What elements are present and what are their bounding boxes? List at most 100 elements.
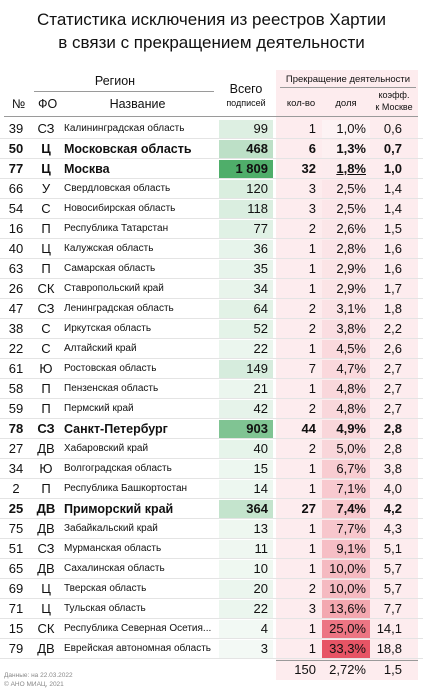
- row-coef: 2,8: [383, 421, 402, 436]
- row-share: 3,1%: [336, 301, 366, 316]
- row-fo: ДВ: [37, 561, 55, 576]
- row-number: 2: [12, 481, 20, 496]
- row-coef: 0,6: [383, 121, 402, 136]
- table-row: 79 ДВ Еврейская автономная область 3 1 33,3% 1…: [0, 639, 423, 659]
- total-heat-mark: [219, 480, 273, 498]
- row-number: 59: [8, 401, 24, 416]
- row-coef: 18,8: [376, 641, 402, 656]
- row-region-name: Алтайский край: [64, 343, 137, 354]
- table-row: 38 С Иркутская область 52 2 3,8% 2,2: [0, 319, 423, 339]
- row-number: 65: [8, 561, 24, 576]
- row-fo: СЗ: [37, 421, 55, 436]
- total-heat-mark: [219, 560, 273, 578]
- share-heat-mark: [322, 200, 370, 218]
- row-separator: [0, 258, 423, 259]
- row-separator: [0, 498, 423, 499]
- table-row: 2 П Республика Башкортостан 14 1 7,1% 4,0: [0, 479, 423, 499]
- title-line-2: в связи с прекращением деятельности: [58, 33, 365, 52]
- row-share: 1,0%: [336, 121, 366, 136]
- row-region-name: Москва: [64, 162, 110, 176]
- header-region-rule: [34, 91, 214, 92]
- total-heat-mark: [219, 440, 273, 458]
- total-heat-mark: [219, 600, 273, 618]
- table-row: 78 СЗ Санкт-Петербург 903 44 4,9% 2,8: [0, 419, 423, 439]
- share-heat-mark: [322, 140, 370, 158]
- row-total: 1 809: [235, 161, 268, 176]
- table-row: 69 Ц Тверская область 20 2 10,0% 5,7: [0, 579, 423, 599]
- table-row: 47 СЗ Ленинградская область 64 2 3,1% 1,8: [0, 299, 423, 319]
- row-fo: СЗ: [37, 121, 55, 136]
- row-separator: [0, 358, 423, 359]
- row-share: 2,5%: [336, 201, 366, 216]
- share-heat-mark: [322, 620, 370, 638]
- row-fo: СЗ: [37, 301, 55, 316]
- table-row: 27 ДВ Хабаровский край 40 2 5,0% 2,8: [0, 439, 423, 459]
- row-coef: 1,7: [383, 281, 402, 296]
- row-fo: П: [41, 261, 51, 276]
- total-heat-mark: [219, 340, 273, 358]
- total-heat-mark: [219, 240, 273, 258]
- row-share: 13,6%: [329, 601, 366, 616]
- row-share: 4,7%: [336, 361, 366, 376]
- row-separator: [0, 378, 423, 379]
- row-fo: Ц: [41, 601, 51, 616]
- row-share: 2,8%: [336, 241, 366, 256]
- row-separator: [0, 418, 423, 419]
- row-count: 3: [308, 601, 316, 616]
- total-heat-mark: [219, 620, 273, 638]
- row-number: 26: [8, 281, 24, 296]
- row-coef: 4,0: [383, 481, 402, 496]
- row-separator: [0, 438, 423, 439]
- row-fo: С: [41, 341, 51, 356]
- row-separator: [0, 638, 423, 639]
- row-region-name: Волгоградская область: [64, 463, 172, 474]
- share-heat-mark: [322, 440, 370, 458]
- row-count: 1: [308, 541, 316, 556]
- row-coef: 5,1: [383, 541, 402, 556]
- row-count: 1: [308, 641, 316, 656]
- header-region: Регион: [94, 74, 136, 88]
- row-share: 10,0%: [329, 561, 366, 576]
- row-coef: 2,7: [383, 361, 402, 376]
- row-count: 2: [308, 221, 316, 236]
- row-coef: 5,7: [383, 561, 402, 576]
- row-region-name: Иркутская область: [64, 323, 152, 334]
- table-row: 15 СК Республика Северная Осетия... 4 1 25,0%…: [0, 619, 423, 639]
- row-coef: 2,7: [383, 381, 402, 396]
- row-number: 22: [8, 341, 24, 356]
- row-coef: 1,6: [383, 241, 402, 256]
- table-row: 16 П Республика Татарстан 77 2 2,6% 1,5: [0, 219, 423, 239]
- share-heat-mark: [322, 600, 370, 618]
- row-number: 25: [8, 501, 24, 516]
- row-number: 58: [8, 381, 24, 396]
- row-fo: СК: [37, 621, 55, 636]
- totals-row: 150 2,72% 1,5: [0, 660, 423, 680]
- row-region-name: Забайкальский край: [64, 523, 158, 534]
- header-total-2: подписей: [226, 98, 266, 108]
- row-fo: СЗ: [37, 541, 55, 556]
- row-share: 6,7%: [336, 461, 366, 476]
- row-separator: [0, 598, 423, 599]
- row-count: 1: [308, 121, 316, 136]
- row-number: 50: [8, 141, 24, 156]
- row-coef: 1,0: [383, 161, 402, 176]
- row-count: 1: [308, 561, 316, 576]
- total-heat-mark: [219, 220, 273, 238]
- row-fo: ДВ: [37, 641, 55, 656]
- row-share: 2,9%: [336, 261, 366, 276]
- row-region-name: Ставропольский край: [64, 283, 164, 294]
- table-row: 26 СК Ставропольский край 34 1 2,9% 1,7: [0, 279, 423, 299]
- header-termination-rule: [280, 87, 416, 88]
- row-region-name: Ростовская область: [64, 363, 157, 374]
- row-total: 4: [260, 621, 268, 636]
- row-total: 42: [253, 401, 268, 416]
- row-count: 1: [308, 461, 316, 476]
- row-fo: С: [41, 201, 51, 216]
- share-heat-mark: [322, 420, 370, 438]
- row-share: 1,3%: [336, 141, 366, 156]
- row-fo: Ц: [41, 161, 51, 176]
- row-fo: Ц: [41, 141, 51, 156]
- row-share: 3,8%: [336, 321, 366, 336]
- row-count: 1: [308, 281, 316, 296]
- row-number: 77: [8, 161, 24, 176]
